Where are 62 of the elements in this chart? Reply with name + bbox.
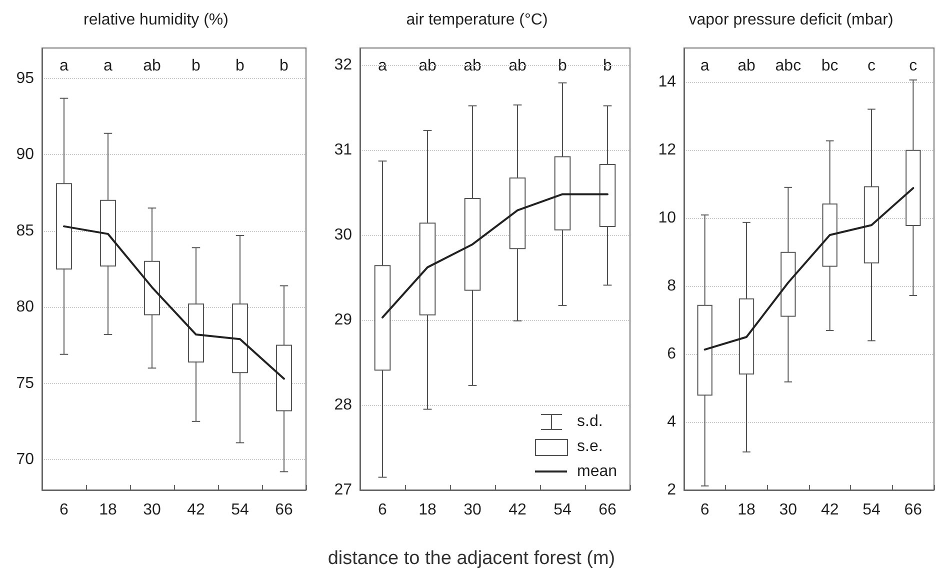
y-tick-label: 95	[16, 70, 34, 87]
x-tick-label: 66	[598, 502, 616, 518]
annotation: b	[236, 58, 245, 74]
chart-title: air temperature (°C)	[406, 12, 548, 28]
x-tick-label: 6	[700, 502, 710, 518]
x-tick-label: 54	[554, 502, 572, 518]
x-tick-label: 42	[508, 502, 526, 518]
line-series	[704, 187, 914, 351]
annotation: s.e.	[577, 438, 603, 455]
annotation: bc	[821, 58, 838, 74]
y-tick-label: 14	[658, 74, 676, 90]
annotation: ab	[418, 58, 436, 74]
y-tick-label: 80	[16, 298, 34, 316]
x-tick-label: 18	[418, 502, 436, 518]
chart-title: vapor pressure deficit (mbar)	[688, 12, 894, 28]
y-tick-label: 75	[16, 374, 34, 392]
annotation: ab	[508, 58, 526, 74]
x-tick-label: 30	[464, 502, 482, 518]
y-tick-label: 90	[16, 146, 34, 164]
x-tick-label: 66	[275, 502, 293, 518]
x-tick-label: 66	[904, 502, 922, 518]
x-tick-label: 30	[143, 502, 161, 518]
x-tick-label: 42	[187, 502, 205, 518]
x-tick-label: 18	[99, 502, 117, 518]
line-series	[63, 225, 285, 380]
annotation: b	[192, 58, 201, 74]
x-tick-label: 6	[378, 502, 388, 518]
x-tick-label: 54	[862, 502, 880, 518]
y-tick-label: 85	[16, 222, 34, 240]
y-tick-label: 2	[667, 482, 676, 498]
annotation: a	[700, 58, 710, 74]
y-tick-label: 70	[16, 451, 34, 468]
annotation: ab	[143, 58, 161, 74]
x-tick-label: 6	[60, 502, 69, 518]
x-tick-label: 30	[779, 502, 798, 518]
y-tick-label: 28	[334, 396, 352, 414]
y-tick-label: 29	[334, 312, 352, 328]
y-tick-label: 31	[334, 142, 352, 158]
y-tick-label: 12	[658, 142, 676, 158]
x-tick-label: 54	[231, 502, 249, 518]
annotation: a	[60, 58, 69, 74]
annotation: b	[558, 58, 568, 74]
y-tick-label: 4	[667, 414, 676, 430]
y-tick-label: 30	[334, 226, 352, 244]
line-series	[382, 193, 608, 318]
y-tick-label: 27	[334, 482, 352, 498]
y-tick-label: 8	[667, 278, 676, 294]
legend-label: mean	[577, 463, 618, 480]
x-tick-label: 42	[820, 502, 839, 518]
annotation: b	[280, 58, 289, 74]
annotation: c	[868, 58, 876, 74]
y-tick-label: 10	[658, 210, 676, 226]
y-tick-label: 32	[334, 56, 352, 74]
annotation: c	[909, 58, 918, 74]
x-tick-label: 18	[738, 502, 756, 518]
y-tick-label: 6	[667, 346, 676, 362]
annotation: s.d.	[577, 413, 603, 430]
x-axis-title: distance to the adjacent forest (m)	[326, 548, 616, 570]
annotation: abc	[775, 58, 802, 74]
annotation: a	[104, 58, 113, 74]
annotation: ab	[738, 58, 756, 74]
chart-title: relative humidity (%)	[84, 12, 228, 28]
